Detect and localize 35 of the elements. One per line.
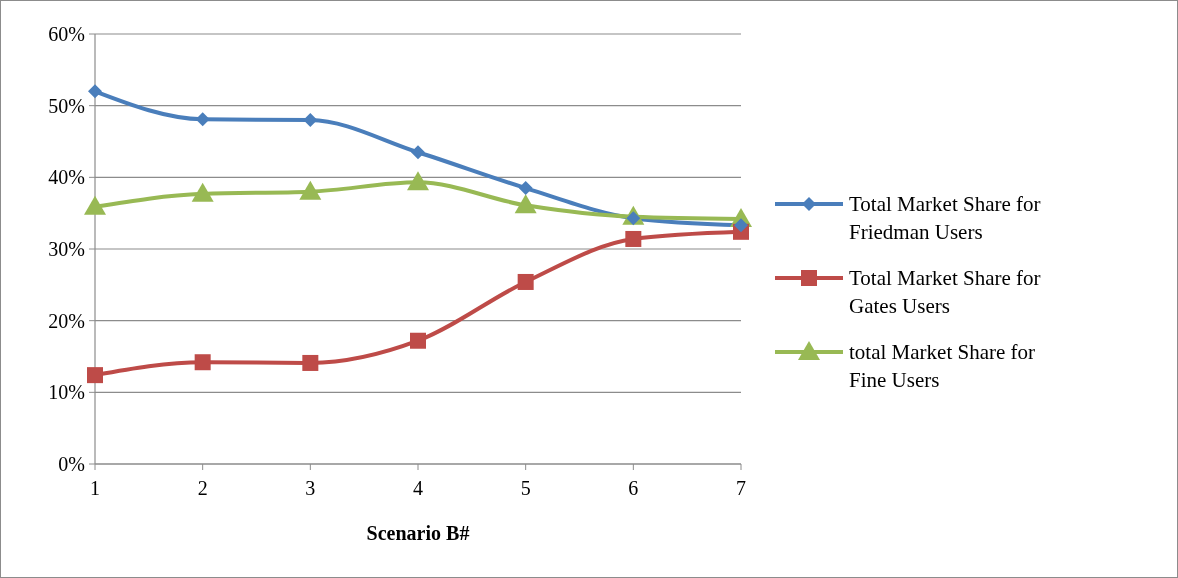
point [407,171,429,191]
point [514,194,537,214]
y-tick-label: 10% [48,381,85,404]
y-tick-label: 60% [48,23,85,45]
x-tick-label: 2 [197,477,208,499]
point [303,113,318,127]
y-tick-label: 0% [58,453,85,475]
point [518,181,533,196]
point [411,145,425,160]
x-tick-label: 7 [736,477,746,499]
legend-label: Total Market Share for Friedman Users [849,192,1041,245]
point [517,273,534,290]
legend-label: Total Market Share for Gates Users [849,266,1041,319]
point [194,354,211,371]
y-tick-label: 40% [48,166,85,189]
point [195,112,210,127]
x-axis-title: Scenario B# [366,522,470,544]
point [87,367,103,384]
y-tick-label: 30% [48,238,85,260]
point [84,195,106,215]
x-tick-label: 4 [413,477,423,499]
point [302,354,319,371]
point [410,332,426,349]
x-tick-label: 6 [628,477,639,499]
y-tick-label: 50% [48,94,85,117]
point [625,230,642,247]
point [88,84,102,99]
x-tick-label: 5 [520,477,531,499]
legend-label: total Market Share for Fine Users [849,340,1036,393]
point [191,182,214,202]
point [734,218,748,233]
x-tick-label: 1 [90,477,100,499]
y-tick-label: 20% [48,309,85,332]
x-tick-label: 3 [305,477,316,499]
point [299,180,322,200]
